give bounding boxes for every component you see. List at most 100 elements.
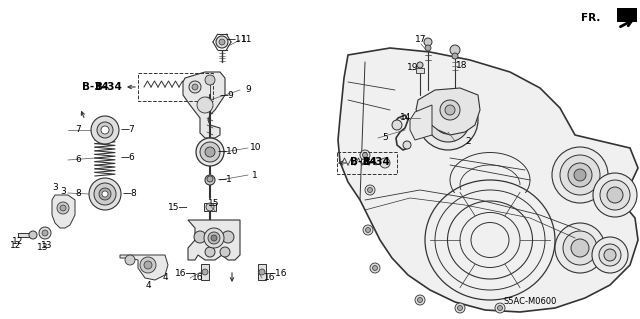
Circle shape bbox=[200, 142, 220, 162]
Circle shape bbox=[455, 303, 465, 313]
Text: 4: 4 bbox=[145, 280, 151, 290]
Circle shape bbox=[434, 106, 462, 134]
Circle shape bbox=[552, 147, 608, 203]
Circle shape bbox=[563, 231, 597, 265]
Circle shape bbox=[125, 255, 135, 265]
Text: —6: —6 bbox=[121, 153, 136, 162]
Circle shape bbox=[574, 169, 586, 181]
Circle shape bbox=[208, 232, 220, 244]
Circle shape bbox=[592, 237, 628, 273]
Text: 19: 19 bbox=[407, 63, 419, 72]
Text: 10: 10 bbox=[250, 144, 262, 152]
Circle shape bbox=[415, 295, 425, 305]
Circle shape bbox=[495, 303, 505, 313]
Circle shape bbox=[425, 45, 431, 51]
Text: 11: 11 bbox=[241, 35, 253, 44]
Circle shape bbox=[205, 247, 215, 257]
Circle shape bbox=[60, 205, 66, 211]
Circle shape bbox=[380, 158, 390, 168]
Circle shape bbox=[204, 228, 224, 248]
Circle shape bbox=[370, 263, 380, 273]
Circle shape bbox=[94, 183, 116, 205]
Text: 15: 15 bbox=[208, 198, 220, 207]
Circle shape bbox=[441, 113, 455, 127]
Circle shape bbox=[426, 98, 470, 142]
Circle shape bbox=[593, 173, 637, 217]
Circle shape bbox=[259, 269, 265, 275]
Text: —11: —11 bbox=[227, 35, 248, 44]
Circle shape bbox=[207, 176, 213, 182]
Circle shape bbox=[91, 116, 119, 144]
Circle shape bbox=[417, 62, 423, 68]
Text: 14: 14 bbox=[400, 114, 412, 122]
Circle shape bbox=[403, 141, 411, 149]
Text: 3: 3 bbox=[60, 188, 66, 197]
Circle shape bbox=[194, 231, 206, 243]
Circle shape bbox=[568, 163, 592, 187]
Text: 1: 1 bbox=[252, 170, 258, 180]
Circle shape bbox=[144, 261, 152, 269]
Text: B-34: B-34 bbox=[349, 157, 376, 167]
Circle shape bbox=[367, 188, 372, 192]
Text: 7: 7 bbox=[75, 125, 81, 135]
Circle shape bbox=[392, 120, 402, 130]
Circle shape bbox=[216, 36, 228, 48]
Text: 6: 6 bbox=[75, 155, 81, 165]
Circle shape bbox=[29, 231, 37, 239]
Circle shape bbox=[604, 249, 616, 261]
Bar bbox=[617, 8, 637, 22]
Text: S5AC-M0600: S5AC-M0600 bbox=[503, 298, 557, 307]
Text: B-34: B-34 bbox=[95, 82, 122, 92]
Circle shape bbox=[560, 155, 600, 195]
Circle shape bbox=[445, 105, 455, 115]
Circle shape bbox=[571, 239, 589, 257]
Text: 15—: 15— bbox=[168, 203, 188, 211]
Text: 16: 16 bbox=[264, 273, 276, 283]
Bar bbox=[258, 264, 266, 280]
Text: —16: —16 bbox=[267, 270, 287, 278]
Circle shape bbox=[424, 38, 432, 46]
Circle shape bbox=[365, 227, 371, 233]
Circle shape bbox=[417, 298, 422, 302]
Circle shape bbox=[196, 138, 224, 166]
Circle shape bbox=[497, 306, 502, 310]
Text: —10: —10 bbox=[218, 147, 239, 157]
Circle shape bbox=[362, 152, 367, 158]
Bar bbox=[18, 233, 33, 237]
Circle shape bbox=[189, 81, 201, 93]
Text: 17: 17 bbox=[415, 35, 427, 44]
Circle shape bbox=[220, 247, 230, 257]
Circle shape bbox=[101, 126, 109, 134]
Text: —8: —8 bbox=[123, 189, 138, 198]
Circle shape bbox=[211, 235, 217, 241]
Circle shape bbox=[192, 84, 198, 90]
Circle shape bbox=[39, 227, 51, 239]
Polygon shape bbox=[416, 88, 480, 135]
Circle shape bbox=[363, 225, 373, 235]
Circle shape bbox=[600, 180, 630, 210]
Text: 8: 8 bbox=[75, 189, 81, 197]
Text: 12: 12 bbox=[12, 238, 24, 247]
Bar bbox=[204, 203, 216, 211]
Bar bbox=[138, 73, 213, 101]
Text: 16—: 16— bbox=[175, 270, 195, 278]
Text: FR.: FR. bbox=[580, 13, 600, 23]
Text: —9: —9 bbox=[220, 91, 235, 100]
Text: 13: 13 bbox=[41, 241, 52, 249]
Text: 13: 13 bbox=[37, 243, 49, 253]
Circle shape bbox=[450, 45, 460, 55]
Circle shape bbox=[197, 97, 213, 113]
Circle shape bbox=[206, 203, 214, 211]
Circle shape bbox=[607, 187, 623, 203]
Circle shape bbox=[360, 150, 370, 160]
Text: B-34: B-34 bbox=[81, 82, 108, 92]
Polygon shape bbox=[183, 72, 225, 138]
Circle shape bbox=[458, 306, 463, 310]
Circle shape bbox=[205, 175, 215, 185]
Text: 16: 16 bbox=[192, 273, 204, 283]
Circle shape bbox=[418, 90, 478, 150]
Circle shape bbox=[57, 202, 69, 214]
Bar bbox=[201, 264, 209, 280]
Text: 4: 4 bbox=[162, 273, 168, 283]
Circle shape bbox=[440, 100, 460, 120]
